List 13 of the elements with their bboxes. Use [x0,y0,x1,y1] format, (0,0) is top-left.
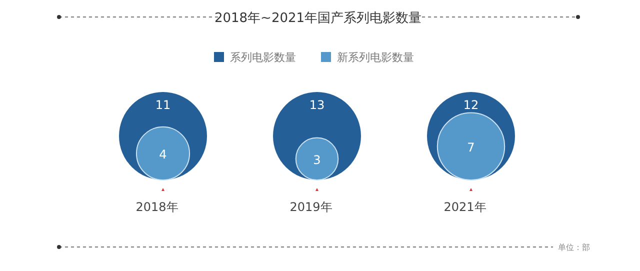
data-label: 7 [467,140,475,154]
category-label: 2019年 [290,200,332,214]
legend-label: 系列电影数量 [230,51,296,64]
data-label: 13 [309,98,325,112]
legend-label: 新系列电影数量 [337,51,414,64]
text: 2018年~2021年国产系列电影数量 [214,11,422,26]
data-label: 12 [463,98,479,112]
data-label: 11 [155,98,171,112]
data-label: 4 [159,147,167,162]
category-label: 2018年 [136,200,178,214]
data-label: 3 [313,152,321,167]
text: 单位：部 [558,243,590,252]
category-label: 2021年 [444,200,486,214]
